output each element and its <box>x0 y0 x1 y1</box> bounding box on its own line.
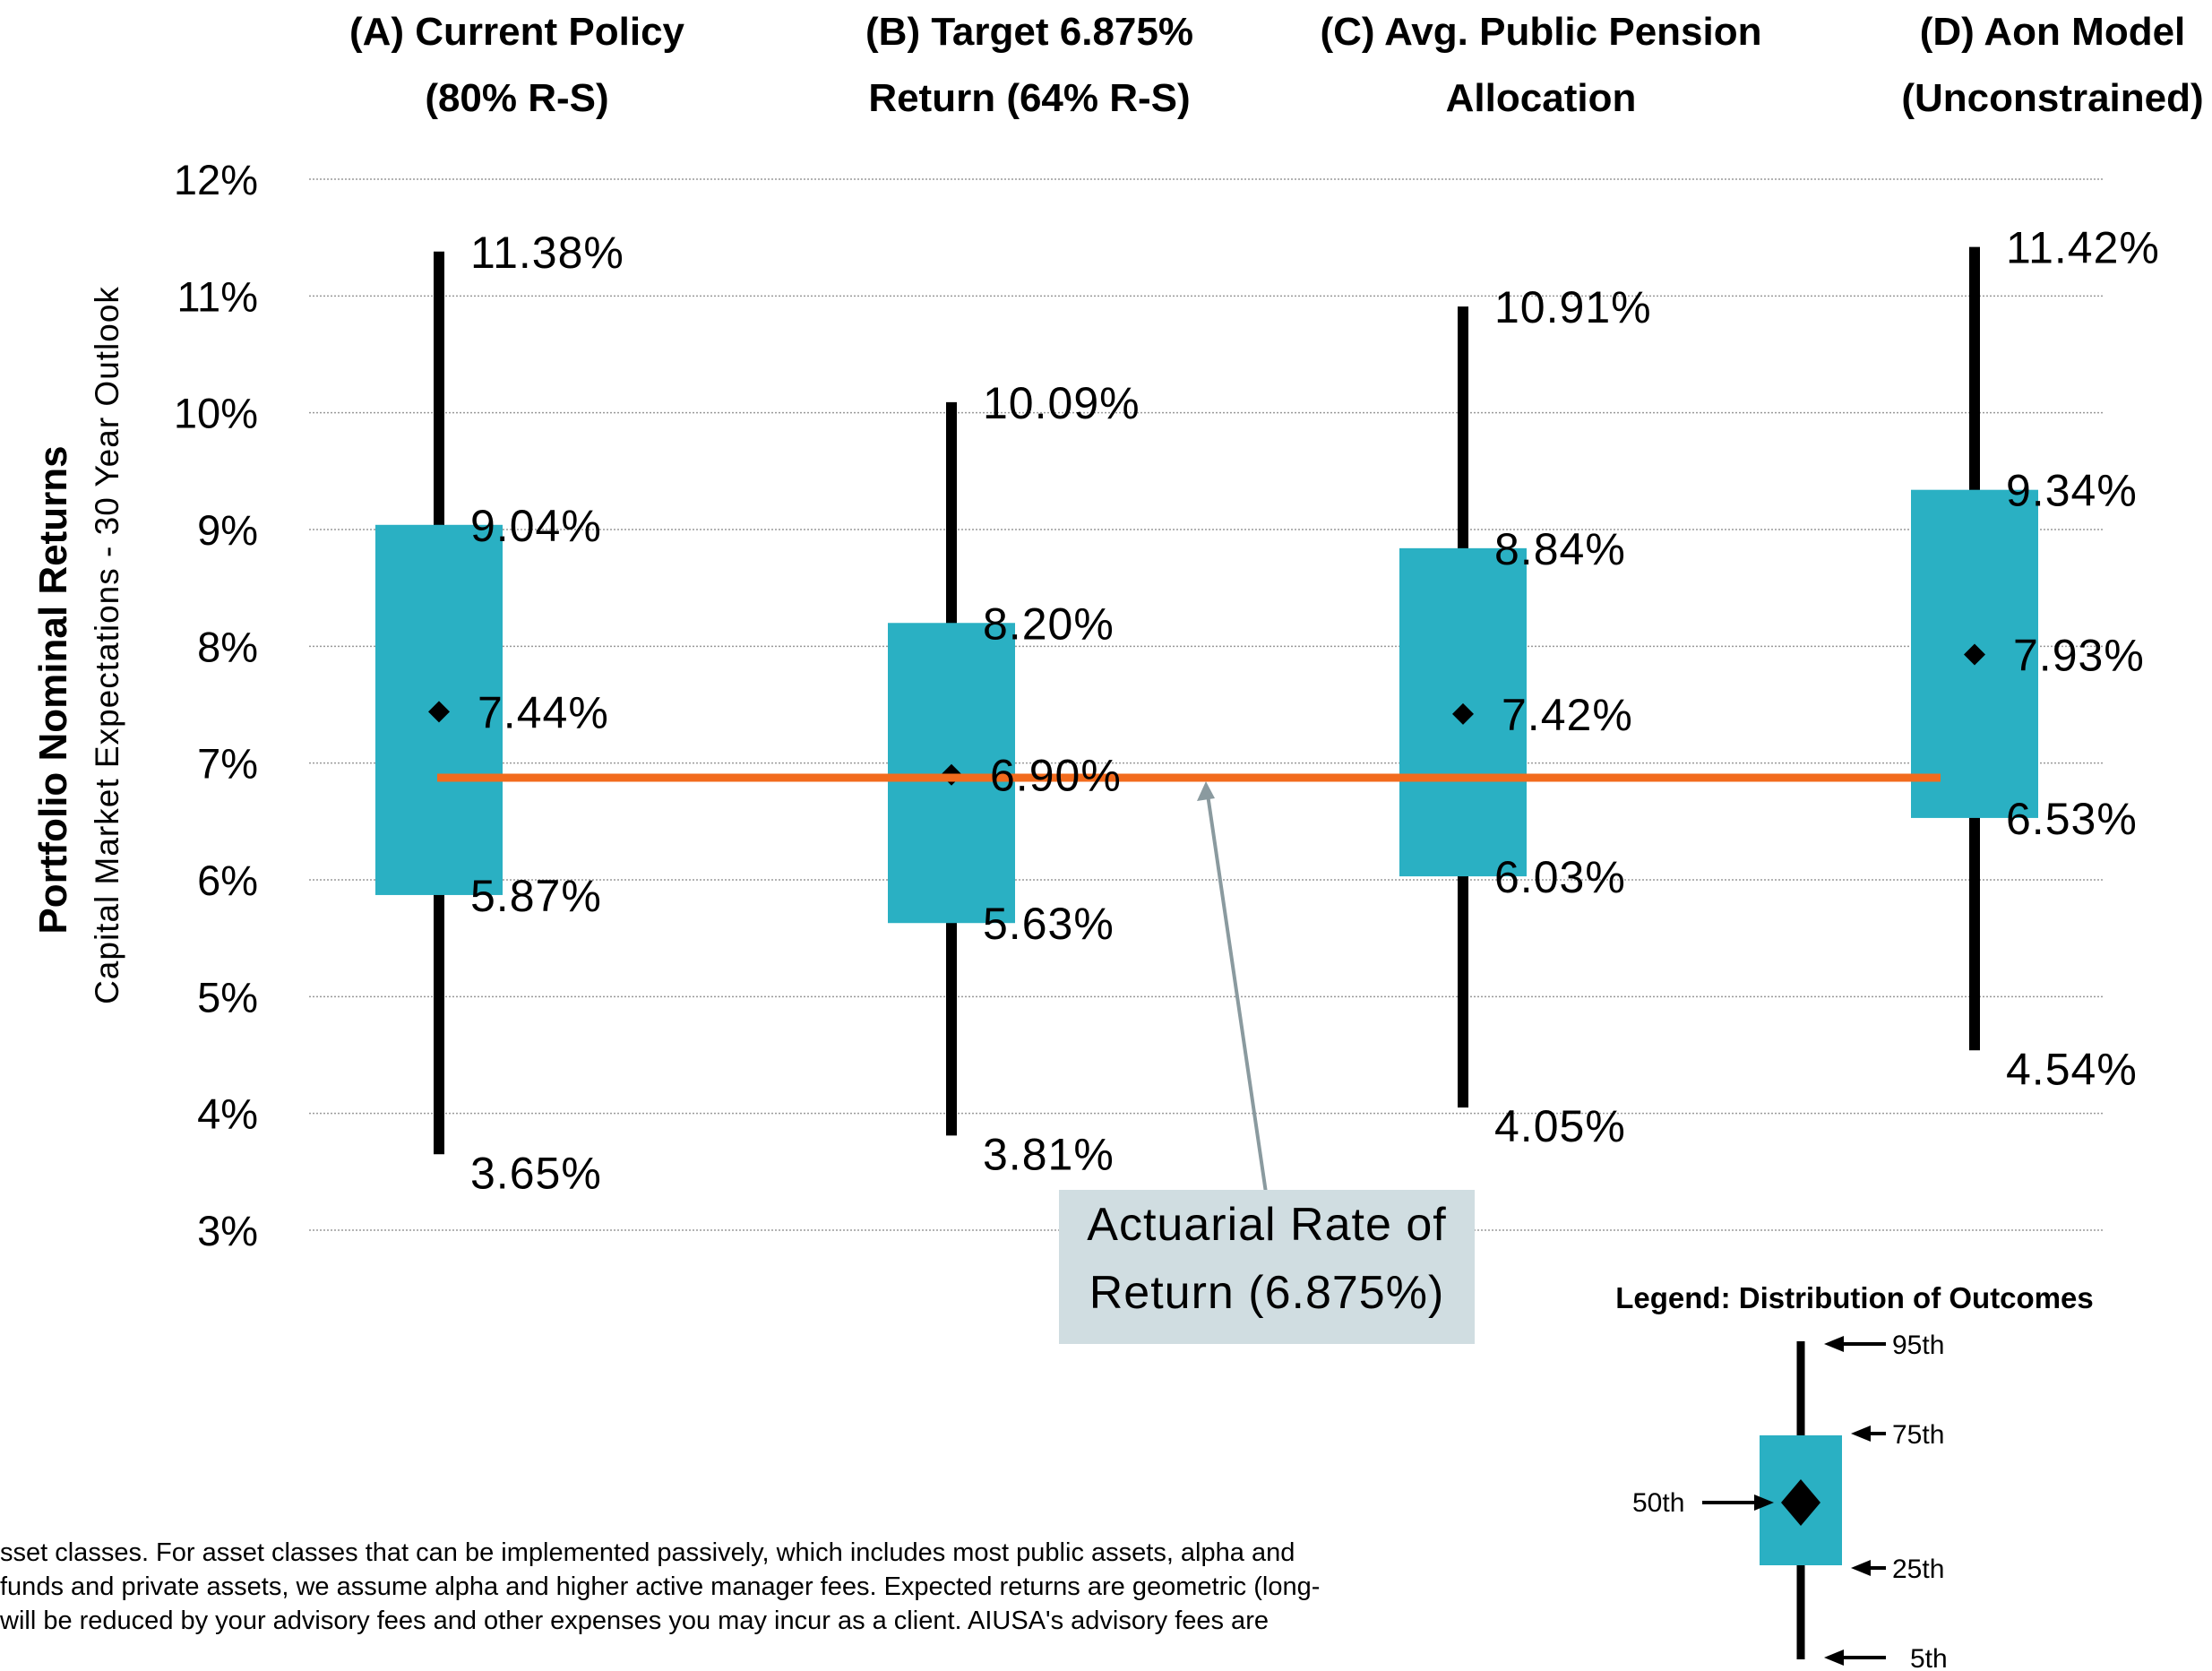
y-axis-title: Portfolio Nominal Returns Capital Market… <box>31 286 125 1004</box>
annotation: Actuarial Rate of Return (6.875%) <box>1059 781 1475 1344</box>
value-label-p50: 7.42% <box>1502 690 1633 740</box>
legend-arrowhead-p75 <box>1851 1426 1871 1442</box>
value-label-p50: 7.44% <box>478 687 609 737</box>
value-label-p25: 6.53% <box>2006 794 2138 844</box>
legend-label-p5: 5th <box>1910 1644 1948 1671</box>
value-label-p25: 5.63% <box>983 899 1115 949</box>
value-label-p95: 10.09% <box>983 378 1140 428</box>
y-tick-label: 12% <box>174 156 258 203</box>
y-tick-label: 8% <box>197 623 258 670</box>
value-label-p50: 6.90% <box>990 751 1122 801</box>
y-tick-label: 10% <box>174 390 258 437</box>
value-label-p95: 11.42% <box>2006 223 2160 273</box>
value-labels: 11.38% 9.04% 7.44% 5.87% 3.65% 10.09% 8.20% 6.9… <box>470 223 2160 1199</box>
legend-median-marker <box>1781 1479 1820 1526</box>
annotation-arrow-head <box>1197 781 1215 801</box>
category-title-line-2: (Unconstrained) <box>1901 76 2203 120</box>
y-tick-label: 5% <box>197 973 258 1021</box>
annotation-arrow-line <box>1205 788 1269 1200</box>
median-marker <box>428 701 450 723</box>
value-label-p5: 3.81% <box>983 1129 1115 1179</box>
value-label-p5: 4.54% <box>2006 1044 2138 1094</box>
legend-arrowhead-p25 <box>1851 1560 1871 1576</box>
annotation-line-1: Actuarial Rate of <box>1087 1199 1446 1251</box>
box-series <box>375 246 2038 1155</box>
value-label-p5: 4.05% <box>1494 1101 1626 1151</box>
footnote-line-1: sset classes. For asset classes that can… <box>0 1538 1295 1567</box>
value-label-p95: 11.38% <box>470 228 624 278</box>
y-tick-label: 3% <box>197 1207 258 1254</box>
footnote-line-3: will be reduced by your advisory fees an… <box>0 1606 1269 1635</box>
legend-label-p25: 25th <box>1892 1555 1944 1584</box>
legend-title: Legend: Distribution of Outcomes <box>1615 1281 2094 1314</box>
y-tick-label: 9% <box>197 506 258 554</box>
y-tick-label: 6% <box>197 857 258 904</box>
value-label-p5: 3.65% <box>470 1148 602 1198</box>
legend-label-p50: 50th <box>1632 1488 1684 1518</box>
y-tick-label: 7% <box>197 740 258 788</box>
y-axis-ticks: 3% 4% 5% 6% 7% 8% 9% 10% 11% 12% <box>174 156 258 1254</box>
footnote-line-2: funds and private assets, we assume alph… <box>0 1572 1320 1601</box>
annotation-line-2: Return (6.875%) <box>1089 1267 1445 1319</box>
value-label-p50: 7.93% <box>2013 630 2145 680</box>
legend-arrowhead-p50 <box>1754 1494 1774 1511</box>
legend: Legend: Distribution of Outcomes 95th 75… <box>1615 1281 2094 1671</box>
value-label-p95: 10.91% <box>1494 282 1652 332</box>
value-label-p25: 5.87% <box>470 871 602 921</box>
gridlines <box>309 178 2104 1231</box>
y-axis-sublabel: Capital Market Expectations - 30 Year Ou… <box>89 286 125 1004</box>
annotation-box <box>1059 1190 1475 1344</box>
category-title-line-2: Allocation <box>1446 76 1637 120</box>
y-axis-label: Portfolio Nominal Returns <box>31 445 75 934</box>
legend-arrowhead-p95 <box>1824 1336 1844 1352</box>
category-titles: (A) Current Policy (80% R-S) (B) Target 6.… <box>349 10 2204 120</box>
legend-label-p95: 95th <box>1892 1331 1944 1360</box>
value-label-p75: 9.04% <box>470 501 602 551</box>
y-tick-label: 4% <box>197 1090 258 1138</box>
category-title-line-1: (A) Current Policy <box>349 10 685 54</box>
footnote: sset classes. For asset classes that can… <box>0 1538 1320 1635</box>
category-title-line-1: (C) Avg. Public Pension <box>1320 10 1761 54</box>
value-label-p75: 8.84% <box>1494 524 1626 574</box>
category-title-line-1: (B) Target 6.875% <box>865 10 1193 54</box>
legend-label-p75: 75th <box>1892 1420 1944 1450</box>
median-marker <box>1452 702 1474 725</box>
value-label-p25: 6.03% <box>1494 852 1626 902</box>
value-label-p75: 9.34% <box>2006 466 2138 516</box>
value-label-p75: 8.20% <box>983 599 1115 649</box>
median-marker <box>1964 643 1985 666</box>
category-title-line-1: (D) Aon Model <box>1920 10 2186 54</box>
category-title-line-2: (80% R-S) <box>425 76 608 120</box>
y-tick-label: 11% <box>176 272 258 320</box>
legend-arrowhead-p5 <box>1824 1649 1844 1666</box>
category-title-line-2: Return (64% R-S) <box>868 76 1190 120</box>
